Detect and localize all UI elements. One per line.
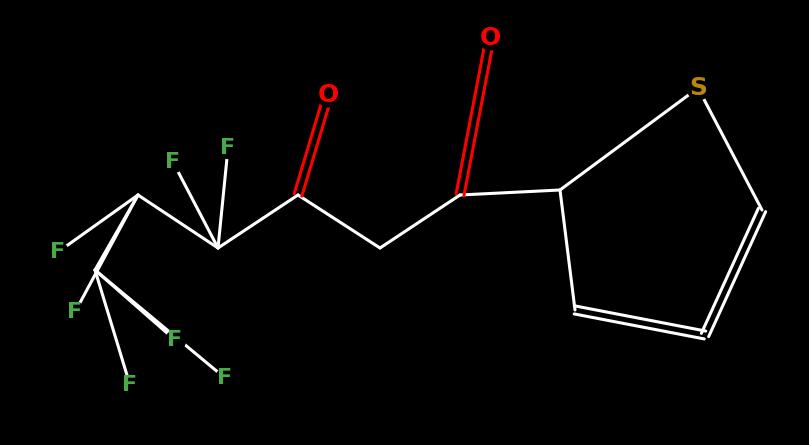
Text: O: O xyxy=(317,83,339,107)
Text: F: F xyxy=(165,152,180,172)
Text: F: F xyxy=(67,302,83,322)
Text: F: F xyxy=(218,368,232,388)
Text: F: F xyxy=(122,375,138,395)
Text: F: F xyxy=(220,138,235,158)
Text: O: O xyxy=(480,26,501,50)
Text: S: S xyxy=(689,76,707,100)
Text: F: F xyxy=(167,330,183,350)
Text: F: F xyxy=(50,242,66,262)
